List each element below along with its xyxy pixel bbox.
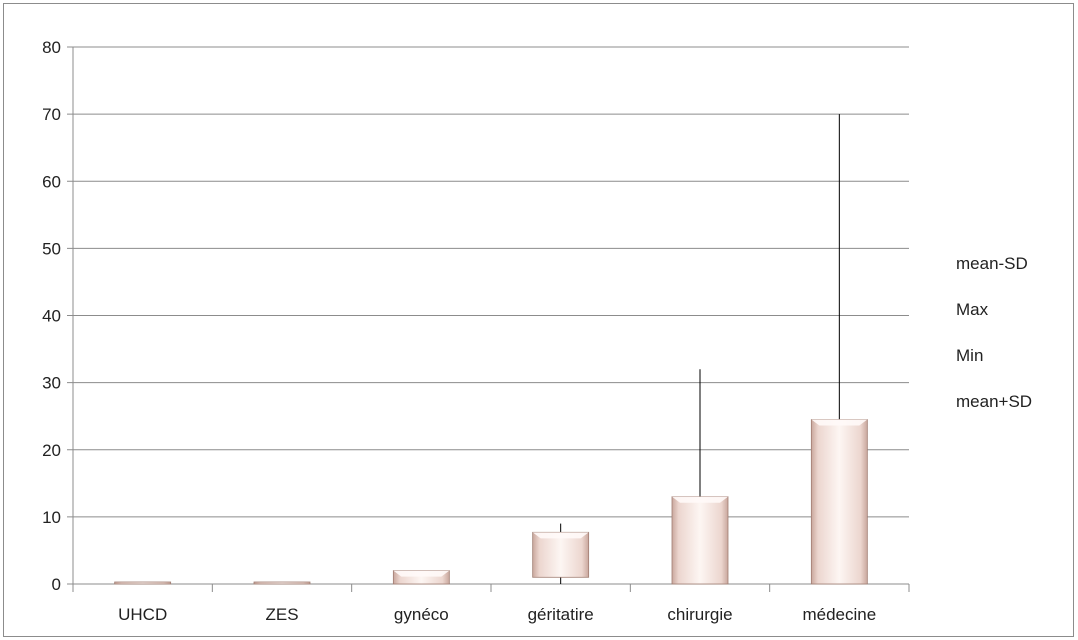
- bar-ZES: [253, 581, 311, 585]
- chart-svg: 0 10 20 30 40 50 60 70 80 UHCD ZES gynéco géritatire…: [42, 38, 1032, 624]
- bar-UHCD: [114, 581, 172, 585]
- x-tick-label: médecine: [802, 605, 876, 624]
- y-tick-label: 70: [42, 105, 61, 124]
- gridlines: [67, 46, 909, 585]
- bar-géritatire: [532, 531, 590, 578]
- x-tick-label: gynéco: [394, 605, 449, 624]
- y-tick-label: 10: [42, 508, 61, 527]
- y-tick-label: 0: [52, 575, 61, 594]
- x-tick-label: chirurgie: [667, 605, 732, 624]
- chart-frame: 0 10 20 30 40 50 60 70 80 UHCD ZES gynéco géritatire…: [3, 3, 1074, 637]
- legend-entry: mean+SD: [956, 392, 1032, 411]
- y-tick-label: 40: [42, 307, 61, 326]
- bar-médecine: [810, 419, 868, 585]
- y-tick-label: 60: [42, 172, 61, 191]
- x-tick-label: ZES: [265, 605, 298, 624]
- y-tick-label: 50: [42, 239, 61, 258]
- bar-bevel-médecine: [811, 419, 868, 426]
- bar-bevel-chirurgie: [672, 496, 728, 503]
- tick-labels: 0 10 20 30 40 50 60 70 80 UHCD ZES gynéco géritatire…: [42, 38, 876, 624]
- legend-entry: Min: [956, 346, 983, 365]
- x-tick-label: UHCD: [118, 605, 167, 624]
- x-tick-label: géritatire: [528, 605, 594, 624]
- whiskers: [420, 114, 840, 584]
- bar-bevel-géritatire: [532, 532, 589, 539]
- bar-bevel-gynéco: [393, 570, 450, 577]
- legend-entry: mean-SD: [956, 254, 1028, 273]
- legend-entry: Max: [956, 300, 989, 319]
- legend: mean-SD Max Min mean+SD: [956, 254, 1032, 411]
- y-tick-label: 80: [42, 38, 61, 57]
- y-tick-label: 20: [42, 441, 61, 460]
- bar-chirurgie: [671, 496, 729, 585]
- bars: [114, 419, 868, 585]
- y-tick-label: 30: [42, 374, 61, 393]
- axes: [72, 47, 910, 592]
